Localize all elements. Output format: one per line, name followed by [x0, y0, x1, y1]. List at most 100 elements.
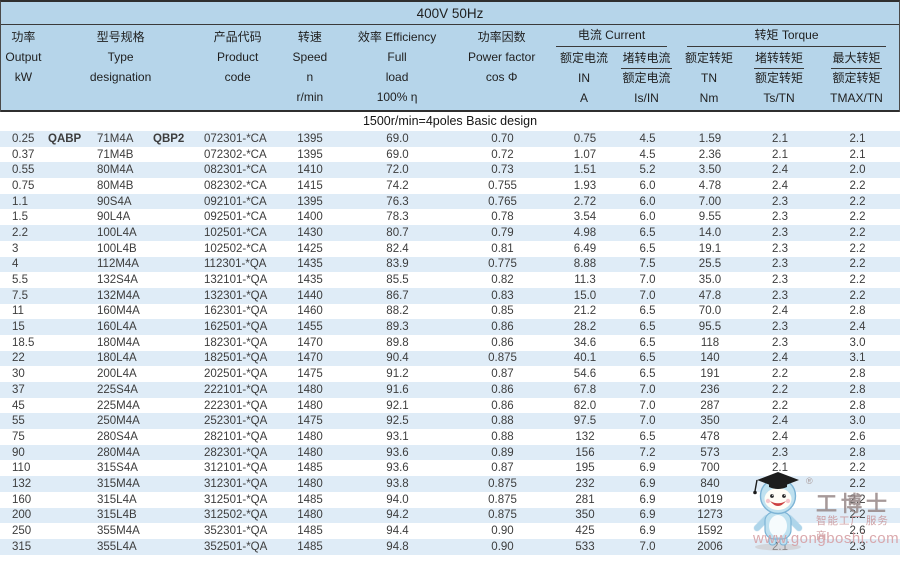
torque-ratio-cell: 2.1 — [772, 525, 788, 538]
speed-cell: 1395 — [297, 195, 323, 208]
rated-current-cell: 11.3 — [574, 274, 596, 287]
output-cell: 90 — [12, 446, 25, 459]
series-prefix — [45, 149, 97, 161]
rated-torque-cell: 14.0 — [698, 226, 722, 239]
efficiency-cell: 94.2 — [386, 509, 409, 522]
rated-current-cell: 82.0 — [573, 399, 597, 412]
efficiency-cell: 74.2 — [386, 179, 409, 192]
efficiency-cell: 94.0 — [386, 493, 409, 506]
rated-current-cell: 3.54 — [573, 211, 597, 224]
output-cell: 1.1 — [12, 195, 28, 208]
type-designation: 315L4B — [97, 509, 137, 522]
product-code-cell: 312301-*QA — [204, 477, 268, 490]
efficiency-cell: 92.5 — [386, 415, 409, 428]
efficiency-cell: 92.1 — [386, 399, 409, 412]
rated-torque-cell: 140 — [700, 352, 720, 365]
rated-torque-cell: 7.00 — [698, 195, 722, 208]
power-factor-cell: 0.88 — [491, 430, 514, 443]
rated-torque-cell: 25.5 — [698, 258, 722, 271]
type-cell: 200L4A — [45, 368, 195, 380]
efficiency-cell: 93.6 — [386, 462, 409, 475]
output-cell: 0.75 — [12, 179, 35, 192]
max-torque-ratio-cell: 2.1 — [849, 148, 866, 161]
col-header-efficiency: 效率 Efficiency Full load 100% η — [357, 30, 437, 104]
rated-current-cell: 21.2 — [573, 305, 597, 318]
product-code-cell: 222101-*QA — [204, 383, 268, 396]
power-factor-cell: 0.89 — [491, 446, 514, 459]
current-ratio-cell: 7.0 — [639, 415, 656, 428]
rated-current-cell: 0.75 — [573, 132, 597, 145]
speed-cell: 1395 — [297, 148, 323, 161]
series-prefix — [45, 400, 97, 412]
type-designation: 280S4A — [97, 430, 138, 443]
speed-cell: 1455 — [297, 321, 323, 334]
speed-cell: 1460 — [297, 305, 323, 318]
torque-ratio-cell: 2.3 — [772, 226, 788, 239]
speed-cell: 1410 — [297, 164, 323, 177]
product-code-cell: 162301-*QA — [204, 305, 268, 318]
speed-cell: 1485 — [297, 493, 323, 506]
power-factor-cell: 0.78 — [491, 211, 514, 224]
speed-cell: 1475 — [297, 368, 323, 381]
current-ratio-cell: 6.5 — [639, 352, 656, 365]
efficiency-cell: 85.5 — [386, 274, 409, 287]
table-row: 0.37 71M4B 072302-*CA 1395 69.0 0.72 1.07 4.5 2.… — [0, 146, 900, 163]
type-designation: 250M4A — [97, 415, 140, 428]
speed-cell: 1435 — [297, 258, 323, 271]
product-code-cell: 092101-*CA — [204, 195, 267, 208]
series-prefix — [45, 352, 97, 364]
max-torque-ratio-cell: 3.0 — [849, 415, 866, 428]
current-ratio-cell: 6.0 — [639, 211, 656, 224]
power-factor-cell: 0.79 — [491, 226, 514, 239]
rated-current-cell: 156 — [575, 446, 595, 459]
rated-torque-cell: 478 — [700, 430, 720, 443]
rated-torque-cell: 4.78 — [698, 179, 722, 192]
torque-ratio-cell: 2.1 — [772, 540, 788, 553]
type-cell: 355L4A — [45, 541, 195, 553]
series-prefix — [45, 384, 97, 396]
torque-ratio-cell: 2.4 — [772, 305, 788, 318]
current-ratio-cell: 6.5 — [639, 336, 656, 349]
type-cell: 112M4A — [45, 258, 195, 270]
efficiency-cell: 82.4 — [386, 242, 409, 255]
power-factor-cell: 0.755 — [488, 179, 517, 192]
torque-ratio-cell: 2.3 — [772, 211, 788, 224]
series-prefix — [45, 478, 97, 490]
max-torque-ratio-cell: 3.0 — [849, 336, 866, 349]
max-torque-ratio-cell: 2.2 — [849, 477, 866, 490]
max-torque-ratio-cell: 2.2 — [849, 509, 866, 522]
torque-ratio-cell: 2.2 — [772, 383, 788, 396]
rated-current-cell: 132 — [575, 430, 595, 443]
output-cell: 55 — [12, 415, 25, 428]
output-cell: 11 — [12, 305, 24, 318]
max-torque-ratio-cell: 2.3 — [849, 540, 866, 553]
torque-ratio-cell: 2.3 — [772, 258, 788, 271]
efficiency-cell: 76.3 — [386, 195, 409, 208]
max-torque-ratio-cell: 2.8 — [849, 305, 866, 318]
power-factor-cell: 0.875 — [488, 352, 517, 365]
power-factor-cell: 0.86 — [491, 383, 514, 396]
type-cell: 315S4A — [45, 462, 195, 474]
table-row: 315 355L4A 352501-*QA 1485 94.8 0.90 533 7.0 200… — [0, 538, 900, 555]
output-cell: 15 — [12, 321, 25, 334]
efficiency-cell: 83.9 — [386, 258, 409, 271]
product-code-cell: 132101-*QA — [204, 274, 268, 287]
type-cell: 132S4A — [45, 274, 195, 286]
efficiency-cell: 69.0 — [386, 148, 409, 161]
max-torque-ratio-cell: 2.2 — [849, 179, 866, 192]
rated-current-cell: 54.6 — [573, 368, 597, 381]
rated-torque-cell: 1273 — [697, 509, 723, 522]
table-row: 0.75 80M4B 082302-*CA 1415 74.2 0.755 1.93 6.0 4… — [0, 178, 900, 194]
type-cell: 160L4A — [45, 321, 195, 333]
speed-cell: 1435 — [297, 274, 323, 287]
series-prefix: QABP — [48, 132, 82, 145]
max-torque-ratio-cell: 2.0 — [849, 164, 866, 177]
type-cell: QABP 71M4A QBP2 — [45, 133, 195, 145]
output-cell: 45 — [12, 399, 25, 412]
type-designation: 90S4A — [97, 195, 132, 208]
output-cell: 4 — [12, 258, 19, 271]
table-row: 55 250M4A 252301-*QA 1475 92.5 0.88 97.5 7.0 350… — [0, 413, 900, 430]
col-header-product-code: 产品代码 Product code — [213, 30, 262, 84]
max-torque-ratio-cell: 2.2 — [849, 211, 866, 224]
product-code-cell: 202501-*QA — [204, 368, 268, 381]
